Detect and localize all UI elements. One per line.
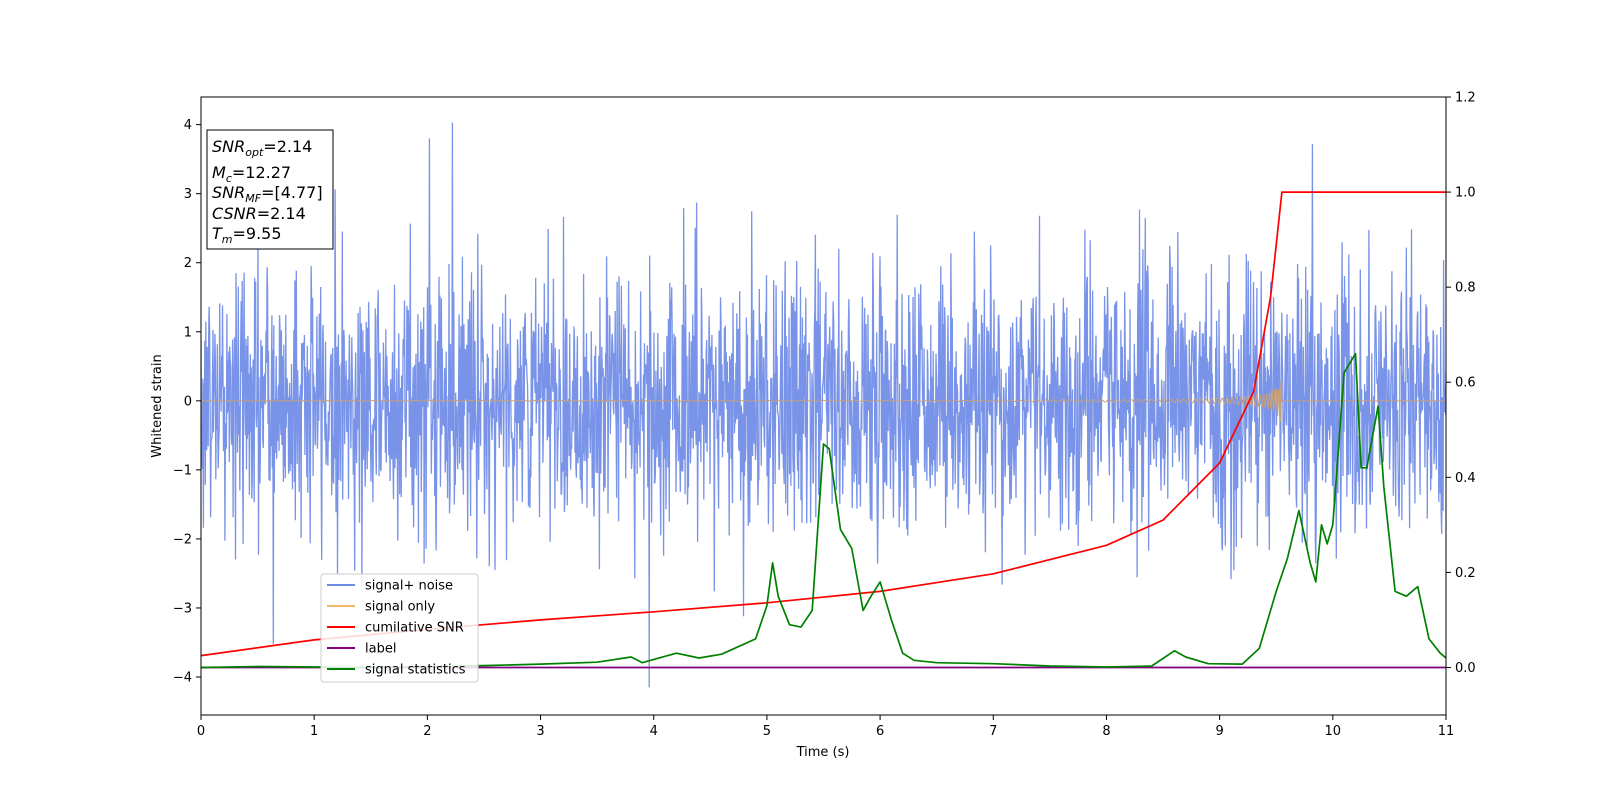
- y-left-tick-label: 3: [184, 187, 192, 202]
- x-tick-label: 7: [989, 724, 997, 739]
- legend-label: label: [365, 642, 396, 657]
- y-left-tick-label: 0: [184, 394, 192, 409]
- y-left-tick-label: 2: [184, 256, 192, 271]
- y-right-tick-label: 0.8: [1455, 281, 1476, 296]
- y-left-tick-label: −4: [173, 671, 192, 686]
- x-axis-label: Time (s): [796, 745, 850, 760]
- y-right-tick-label: 0.6: [1455, 376, 1476, 391]
- y-right-tick-label: 1.2: [1455, 91, 1476, 106]
- x-tick-label: 2: [423, 724, 431, 739]
- legend-label: cumilative SNR: [365, 621, 464, 636]
- y-right-tick-label: 0.0: [1455, 661, 1476, 676]
- x-tick-label: 1: [310, 724, 318, 739]
- y-right-tick-label: 0.2: [1455, 566, 1476, 581]
- x-tick-label: 3: [536, 724, 544, 739]
- info-box: SNRopt=2.14 Mc=12.27 SNRMF=[4.77] CSNR=2…: [206, 129, 334, 250]
- legend-label: signal+ noise: [365, 579, 453, 594]
- legend-frame: [320, 573, 479, 683]
- legend-label: signal statistics: [365, 663, 466, 678]
- x-tick-label: 0: [197, 724, 205, 739]
- info-tm: Tm=9.55: [212, 224, 282, 246]
- y-left-tick-label: −2: [173, 532, 192, 547]
- legend-label: signal only: [365, 600, 435, 615]
- y-left-tick-label: −1: [173, 463, 192, 478]
- signal-noise-line: [201, 122, 1446, 688]
- legend: signal+ noise signal only cumilative SNR la…: [320, 573, 479, 683]
- x-tick-label: 8: [1102, 724, 1110, 739]
- y-axis-label: Whitened strain: [150, 354, 165, 457]
- x-tick-label: 4: [650, 724, 658, 739]
- info-snr-mf: SNRMF=[4.77]: [212, 183, 323, 205]
- info-csnr: CSNR=2.14: [212, 204, 306, 223]
- signal-statistics-line: [201, 352, 1446, 669]
- y-left-tick-label: 4: [184, 118, 192, 133]
- y-left-tick-label: −3: [173, 601, 192, 616]
- y-left-tick-label: 1: [184, 325, 192, 340]
- x-tick-label: 5: [763, 724, 771, 739]
- signal-noise-series: [201, 122, 1446, 688]
- signal-only-series: [201, 381, 1446, 423]
- x-tick-label: 10: [1325, 724, 1342, 739]
- axes: 0 1 2 3 4 5 6 7 8 9 10 1143210−1−2−3−41.21.00.80.60…: [173, 91, 1476, 740]
- info-box-frame: [206, 129, 334, 250]
- legend-items: signal+ noise signal only cumilative SNR la…: [327, 579, 466, 678]
- plot-frame: [200, 96, 1447, 716]
- x-tick-label: 6: [876, 724, 884, 739]
- info-mc: Mc=12.27: [212, 163, 291, 185]
- y-right-tick-label: 1.0: [1455, 186, 1476, 201]
- info-snr-opt: SNRopt=2.14: [212, 137, 312, 159]
- y-right-tick-label: 0.4: [1455, 471, 1476, 486]
- x-tick-label: 9: [1215, 724, 1223, 739]
- signal-only-line: [201, 381, 1283, 423]
- x-tick-label: 11: [1438, 724, 1455, 739]
